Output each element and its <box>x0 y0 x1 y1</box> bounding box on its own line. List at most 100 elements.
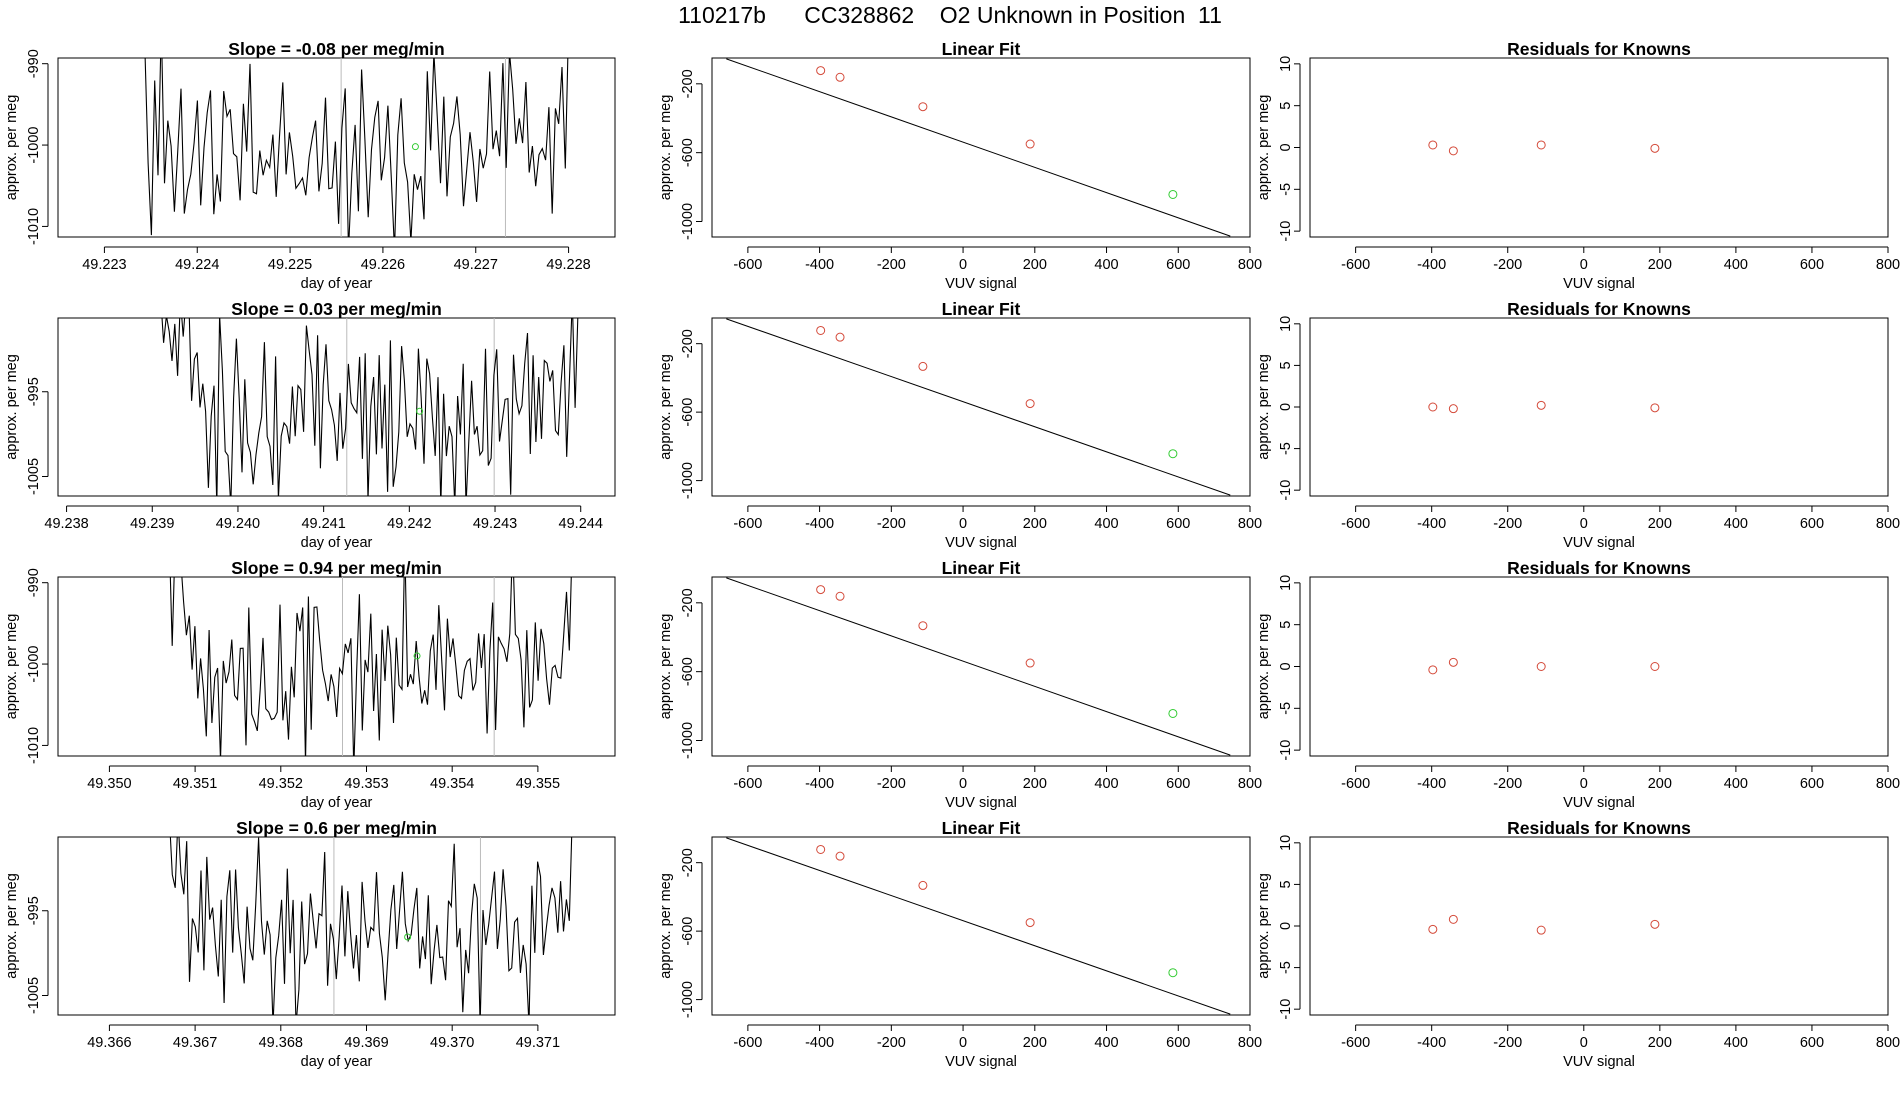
x-tick-label: 200 <box>1648 516 1672 532</box>
x-tick-label: -400 <box>1417 257 1446 273</box>
x-tick-label: -200 <box>877 776 906 792</box>
x-tick-label: 0 <box>1580 1035 1588 1051</box>
plot-frame <box>711 317 1251 497</box>
y-axis-label: approx. per meg <box>658 354 674 460</box>
y-tick-label: 0 <box>1278 143 1294 151</box>
x-tick-label: 49.241 <box>301 516 345 532</box>
unknown-mean-point <box>404 933 412 941</box>
panel-title: Linear Fit <box>942 39 1021 59</box>
y-tick-label: -1000 <box>26 646 42 683</box>
unknown-point <box>1168 708 1178 718</box>
panel-title: Slope = 0.03 per meg/min <box>231 299 442 319</box>
x-tick-label: 0 <box>959 516 967 532</box>
y-tick-label: -5 <box>1278 442 1294 455</box>
x-axis-label: VUV signal <box>945 795 1017 811</box>
y-tick-label: -995 <box>26 377 42 406</box>
x-tick-label: 49.369 <box>344 1035 388 1051</box>
residual-point <box>1448 404 1458 414</box>
y-tick-label: -1000 <box>26 127 42 164</box>
x-tick-label: 800 <box>1238 257 1262 273</box>
x-tick-label: -400 <box>805 776 834 792</box>
y-tick-label: -200 <box>680 329 696 358</box>
plot-frame <box>57 836 616 1016</box>
drift-panel-row-1: Slope = -0.08 per meg/min 49.223 49.224 49.… <box>4 39 616 292</box>
x-tick-label: -400 <box>1417 776 1446 792</box>
x-tick-label: 600 <box>1800 257 1824 273</box>
y-tick-label: -600 <box>680 657 696 686</box>
y-tick-label: 0 <box>1278 662 1294 670</box>
y-tick-label: -1000 <box>680 203 696 240</box>
y-tick-label: -1010 <box>26 208 42 245</box>
y-tick-label: -600 <box>680 398 696 427</box>
x-tick-label: 49.371 <box>516 1035 560 1051</box>
x-tick-label: 0 <box>959 776 967 792</box>
x-tick-label: 49.240 <box>216 516 260 532</box>
panel-title: Residuals for Knowns <box>1507 39 1691 59</box>
x-tick-label: -200 <box>877 516 906 532</box>
x-tick-label: 400 <box>1094 516 1118 532</box>
residuals-panel-row-1: Residuals for Knowns -600 -400 -200 0 200 400 6… <box>1256 39 1900 292</box>
y-tick-label: 10 <box>1278 56 1294 72</box>
plot-frame <box>711 57 1251 238</box>
x-tick-label: -200 <box>1493 776 1522 792</box>
y-tick-label: -1005 <box>26 977 42 1014</box>
x-tick-label: 49.366 <box>87 1035 131 1051</box>
known-point <box>918 880 928 890</box>
plot-frame <box>1309 576 1889 757</box>
x-tick-label: 200 <box>1023 1035 1047 1051</box>
y-tick-label: 5 <box>1278 102 1294 110</box>
plot-area <box>161 318 579 496</box>
panel-title: Linear Fit <box>942 558 1021 578</box>
x-tick-label: 49.350 <box>87 776 131 792</box>
x-tick-label: -400 <box>1417 1035 1446 1051</box>
y-axis-label: approx. per meg <box>1256 873 1272 979</box>
x-tick-label: 49.352 <box>259 776 303 792</box>
known-point <box>918 621 928 631</box>
x-tick-label: -600 <box>733 516 762 532</box>
panel-title: Slope = 0.94 per meg/min <box>231 558 442 578</box>
x-tick-label: 49.228 <box>546 257 590 273</box>
residual-point <box>1536 140 1546 150</box>
residual-point <box>1428 924 1438 934</box>
unknown-mean-point <box>411 143 419 151</box>
fit-line <box>726 837 1231 1015</box>
x-tick-label: 49.225 <box>268 257 312 273</box>
y-tick-label: 5 <box>1278 621 1294 629</box>
x-tick-label: -600 <box>733 776 762 792</box>
known-point <box>816 66 826 76</box>
x-axis-label: day of year <box>301 795 373 811</box>
y-axis-label: approx. per meg <box>4 614 20 720</box>
x-axis-label: VUV signal <box>945 535 1017 551</box>
x-tick-label: 200 <box>1023 257 1047 273</box>
x-tick-label: 600 <box>1800 1035 1824 1051</box>
residual-point <box>1536 925 1546 935</box>
y-tick-label: -10 <box>1278 999 1294 1020</box>
residual-point <box>1448 146 1458 156</box>
plot-frame <box>1309 836 1889 1016</box>
x-axis-label: VUV signal <box>1563 795 1635 811</box>
residual-point <box>1650 662 1660 671</box>
x-tick-label: 600 <box>1166 257 1190 273</box>
panel-title: Slope = -0.08 per meg/min <box>228 39 444 59</box>
y-tick-label: -5 <box>1278 183 1294 196</box>
x-tick-label: 49.367 <box>173 1035 217 1051</box>
y-tick-label: 5 <box>1278 361 1294 369</box>
x-axis-label: day of year <box>301 276 373 292</box>
x-tick-label: 800 <box>1876 776 1900 792</box>
x-tick-label: 200 <box>1648 1035 1672 1051</box>
known-point <box>816 585 826 595</box>
drift-panel-row-2: Slope = 0.03 per meg/min 49.238 49.239 49.2… <box>4 299 616 551</box>
y-tick-label: -10 <box>1278 740 1294 761</box>
plot-frame <box>57 57 616 238</box>
y-axis-label: approx. per meg <box>4 95 20 201</box>
known-point <box>918 361 928 371</box>
x-axis-label: VUV signal <box>945 276 1017 292</box>
drift-panel-row-4: Slope = 0.6 per meg/min 49.366 49.367 49.36… <box>4 818 616 1070</box>
y-axis-label: approx. per meg <box>1256 95 1272 201</box>
plot-frame <box>711 576 1251 757</box>
x-tick-label: 600 <box>1166 516 1190 532</box>
residual-point <box>1650 403 1660 413</box>
drift-panel-row-3: Slope = 0.94 per meg/min 49.350 49.351 49.3… <box>4 558 616 811</box>
y-tick-label: -600 <box>680 138 696 167</box>
x-tick-label: -400 <box>1417 516 1446 532</box>
